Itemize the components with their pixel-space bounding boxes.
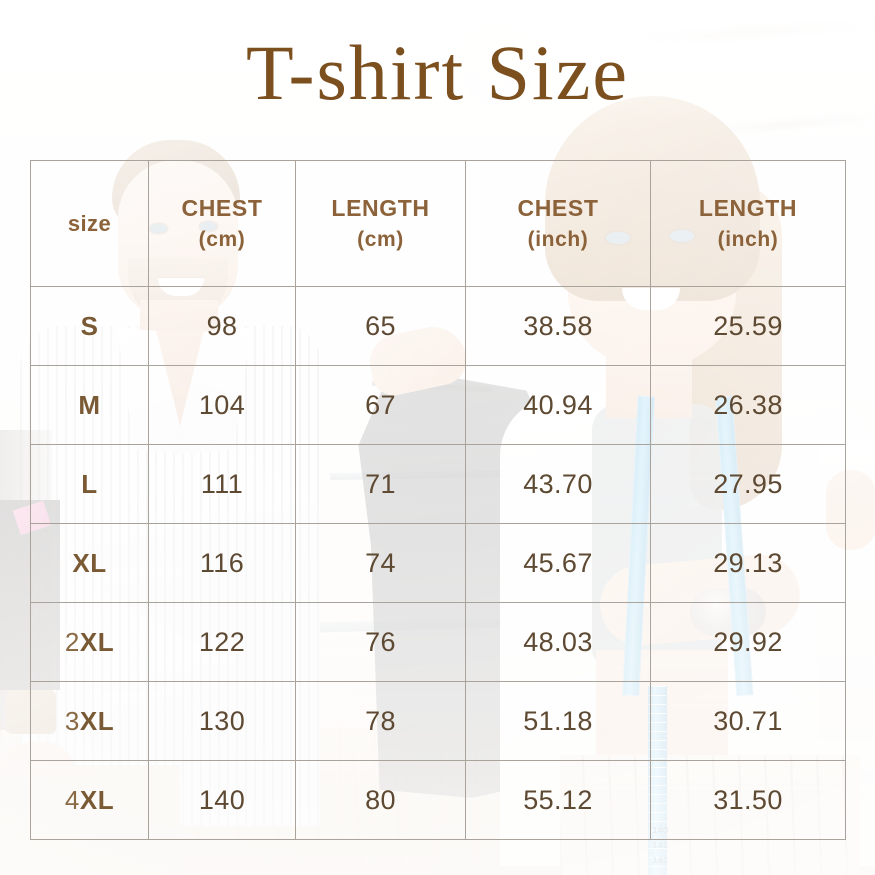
size-prefix: 2 <box>64 626 80 657</box>
cell-chest-cm: 98 <box>148 286 296 366</box>
table-header-row: size CHEST (cm) LENGTH (cm) CHEST (inch) <box>30 160 846 287</box>
column-header-chest-inch-label: CHEST <box>517 195 599 222</box>
size-label: XL <box>72 547 107 578</box>
size-label: M <box>78 389 101 420</box>
column-header-chest-inch: CHEST (inch) <box>465 160 651 287</box>
size-label: S <box>80 310 99 341</box>
page-title: T-shirt Size <box>246 29 629 116</box>
cell-chest-cm: 104 <box>148 365 296 445</box>
table-row: M 104 67 40.94 26.38 <box>30 365 846 445</box>
size-label: XL <box>79 705 115 736</box>
column-header-length-cm-unit: (cm) <box>357 227 404 251</box>
size-label: L <box>81 468 98 499</box>
cell-size: 3XL <box>30 681 149 761</box>
cell-chest-inch: 51.18 <box>465 681 651 761</box>
table-row: XL 116 74 45.67 29.13 <box>30 523 846 603</box>
cell-chest-inch: 40.94 <box>465 365 651 445</box>
cell-chest-cm: 130 <box>148 681 296 761</box>
table-row: 3XL 130 78 51.18 30.71 <box>30 681 846 761</box>
table-row: 4XL 140 80 55.12 31.50 <box>30 760 846 840</box>
cell-length-cm: 71 <box>295 444 466 524</box>
photo-tape-number-141: 141 <box>652 841 668 850</box>
column-header-chest-inch-unit: (inch) <box>527 227 589 251</box>
cell-length-inch: 27.95 <box>650 444 846 524</box>
cell-chest-cm: 116 <box>148 523 296 603</box>
cell-chest-cm: 122 <box>148 602 296 682</box>
column-header-length-cm: LENGTH (cm) <box>295 160 466 287</box>
column-header-length-inch-unit: (inch) <box>717 227 779 251</box>
cell-length-cm: 74 <box>295 523 466 603</box>
photo-tape-number-142: 142 <box>652 856 668 865</box>
table-row: 2XL 122 76 48.03 29.92 <box>30 602 846 682</box>
column-header-length-cm-label: LENGTH <box>331 195 430 222</box>
cell-chest-inch: 48.03 <box>465 602 651 682</box>
cell-chest-inch: 45.67 <box>465 523 651 603</box>
cell-chest-inch: 43.70 <box>465 444 651 524</box>
cell-length-inch: 26.38 <box>650 365 846 445</box>
cell-size: XL <box>30 523 149 603</box>
cell-length-inch: 30.71 <box>650 681 846 761</box>
column-header-chest-cm: CHEST (cm) <box>148 160 296 287</box>
column-header-chest-cm-label: CHEST <box>181 195 263 222</box>
cell-length-cm: 76 <box>295 602 466 682</box>
cell-size: M <box>30 365 149 445</box>
size-label: XL <box>79 784 115 815</box>
cell-length-inch: 25.59 <box>650 286 846 366</box>
cell-length-cm: 65 <box>295 286 466 366</box>
cell-length-inch: 31.50 <box>650 760 846 840</box>
cell-size: S <box>30 286 149 366</box>
cell-length-inch: 29.92 <box>650 602 846 682</box>
cell-length-cm: 80 <box>295 760 466 840</box>
column-header-length-inch: LENGTH (inch) <box>650 160 846 287</box>
table-body: S 98 65 38.58 25.59 M 104 67 40.94 26.38… <box>30 286 846 840</box>
cell-chest-inch: 55.12 <box>465 760 651 840</box>
column-header-length-inch-label: LENGTH <box>698 195 798 222</box>
cell-length-inch: 29.13 <box>650 523 846 603</box>
size-chart-table: size CHEST (cm) LENGTH (cm) CHEST (inch) <box>30 160 846 840</box>
cell-length-cm: 78 <box>295 681 466 761</box>
size-label: XL <box>79 626 115 657</box>
size-table-container: size CHEST (cm) LENGTH (cm) CHEST (inch) <box>30 160 846 840</box>
column-header-chest-cm-unit: (cm) <box>198 227 246 251</box>
cell-chest-inch: 38.58 <box>465 286 651 366</box>
column-header-size: size <box>30 160 149 287</box>
cell-size: 4XL <box>30 760 149 840</box>
cell-length-cm: 67 <box>295 365 466 445</box>
table-row: S 98 65 38.58 25.59 <box>30 286 846 366</box>
size-prefix: 4 <box>64 784 80 815</box>
table-header: size CHEST (cm) LENGTH (cm) CHEST (inch) <box>30 160 846 287</box>
cell-size: L <box>30 444 149 524</box>
table-row: L 111 71 43.70 27.95 <box>30 444 846 524</box>
size-prefix: 3 <box>64 705 80 736</box>
cell-chest-cm: 111 <box>148 444 296 524</box>
cell-chest-cm: 140 <box>148 760 296 840</box>
cell-size: 2XL <box>30 602 149 682</box>
